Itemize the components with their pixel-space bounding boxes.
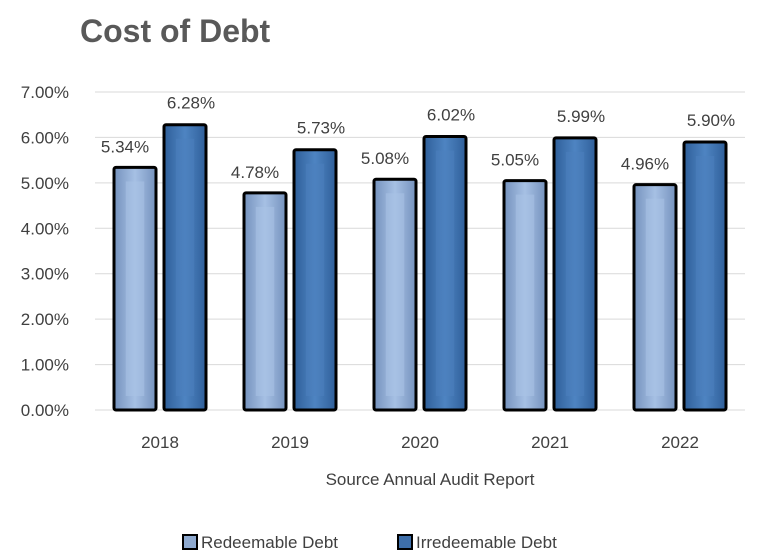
x-category-label: 2020	[401, 433, 439, 452]
data-label: 4.96%	[621, 155, 669, 174]
legend-label: Irredeemable Debt	[416, 533, 557, 552]
data-label: 4.78%	[231, 163, 279, 182]
x-category-label: 2019	[271, 433, 309, 452]
data-label: 5.90%	[687, 111, 735, 130]
x-axis-categories: 2018 2019 2020 2021 2022	[141, 433, 699, 452]
legend-swatch	[182, 534, 198, 550]
bar-highlight	[305, 163, 325, 396]
x-category-label: 2018	[141, 433, 179, 452]
bar-highlight	[435, 150, 455, 396]
x-axis-label: Source Annual Audit Report	[326, 470, 535, 489]
legend-label: Redeemable Debt	[201, 533, 338, 552]
bar-highlight	[255, 206, 275, 396]
x-category-label: 2022	[661, 433, 699, 452]
bar-highlight	[565, 151, 585, 396]
data-labels: 5.34% 6.28% 4.78% 5.73% 5.08% 6.02% 5.05% 5.99%…	[101, 94, 735, 182]
data-label: 5.08%	[361, 149, 409, 168]
data-label: 5.05%	[491, 151, 539, 170]
bar-highlight	[385, 193, 405, 396]
legend-swatch	[397, 534, 413, 550]
data-label: 6.02%	[427, 106, 475, 125]
bars	[112, 123, 728, 412]
legend: Redeemable Debt Irredeemable Debt	[182, 533, 557, 552]
y-tick-label: 1.00%	[21, 356, 69, 375]
x-category-label: 2021	[531, 433, 569, 452]
chart-title: Cost of Debt	[80, 13, 271, 49]
data-label: 5.99%	[557, 107, 605, 126]
data-label: 6.28%	[167, 94, 215, 113]
y-tick-label: 7.00%	[21, 83, 69, 102]
bar-highlight	[645, 198, 665, 396]
y-tick-label: 2.00%	[21, 310, 69, 329]
y-tick-label: 4.00%	[21, 219, 69, 238]
y-tick-label: 0.00%	[21, 401, 69, 420]
y-tick-label: 6.00%	[21, 128, 69, 147]
bar-highlight	[695, 155, 715, 396]
bar-highlight	[125, 181, 145, 396]
bar-highlight	[175, 138, 195, 397]
data-label: 5.34%	[101, 137, 149, 156]
y-tick-label: 3.00%	[21, 265, 69, 284]
data-label: 5.73%	[297, 119, 345, 138]
y-tick-label: 5.00%	[21, 174, 69, 193]
bar-highlight	[515, 194, 535, 396]
y-axis-ticks: 0.00% 1.00% 2.00% 3.00% 4.00% 5.00% 6.00% 7.00%	[21, 83, 69, 420]
